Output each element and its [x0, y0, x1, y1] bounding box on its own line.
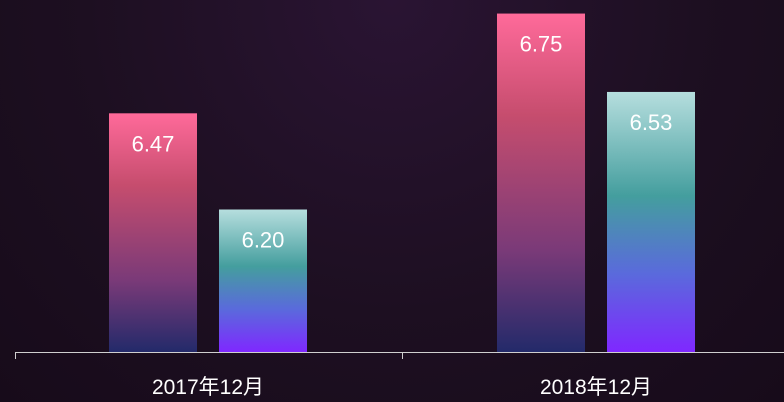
data-label-series1-1: 6.53: [630, 110, 673, 135]
bar-series1-1: [607, 91, 695, 352]
labels-layer: 6.47 6.20 2017年12月 6.75 6.53 2018年12月: [132, 32, 673, 399]
bar-series0-1: [497, 13, 585, 352]
bar-series1-0: [219, 209, 307, 352]
data-label-series1-0: 6.20: [242, 228, 285, 253]
x-tick-label-0: 2017年12月: [152, 376, 264, 399]
x-axis: [15, 352, 784, 359]
data-label-series0-1: 6.75: [520, 32, 563, 57]
bars-layer: [109, 13, 695, 352]
data-label-series0-0: 6.47: [132, 131, 175, 156]
x-tick-label-1: 2018年12月: [540, 376, 652, 399]
bar-series0-0: [109, 113, 197, 352]
